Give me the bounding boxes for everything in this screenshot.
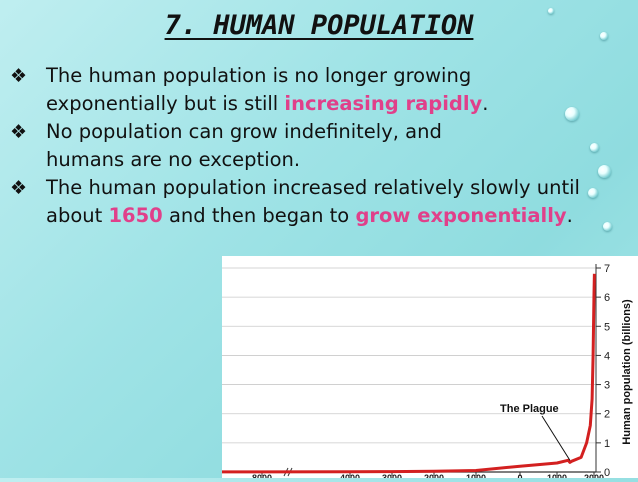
x-tick-label: 1000 <box>466 473 486 478</box>
y-tick-label: 5 <box>604 321 610 333</box>
bullet-text: No population can grow indefinitely, and… <box>46 120 442 171</box>
highlighted-text: increasing rapidly <box>284 92 483 115</box>
bullet-text: The human population is no longer growin… <box>46 64 472 115</box>
highlighted-text: grow exponentially <box>355 204 567 227</box>
bullet-text: The human population increased relativel… <box>46 176 580 227</box>
decorative-bubble <box>548 8 554 14</box>
population-curve <box>222 273 596 474</box>
bullet-item: ❖ The human population increased relative… <box>6 174 606 230</box>
slide-title: 7. HUMAN POPULATION <box>0 10 638 41</box>
bullet-text: . <box>566 204 573 227</box>
plague-annotation-pointer <box>541 415 571 461</box>
y-tick-label: 2 <box>604 409 610 421</box>
decorative-bubble <box>588 188 598 198</box>
x-tick-label: 8000 <box>252 473 272 478</box>
y-axis-label: Human population (billions) <box>621 299 633 445</box>
slide-title-text: 7. HUMAN POPULATION <box>164 10 474 41</box>
highlighted-text: 1650 <box>108 204 163 227</box>
bullet-item: ❖ The human population is no longer growi… <box>6 62 566 118</box>
x-tick-label: 4000 <box>340 473 360 478</box>
bullet-item: ❖ No population can grow indefinitely, an… <box>6 118 526 174</box>
y-tick-label: 3 <box>604 380 610 392</box>
x-tick-label: 3000 <box>382 473 402 478</box>
bullet-text: and then began to <box>162 204 356 227</box>
y-tick-label: 7 <box>604 263 610 275</box>
bullet-diamond-icon: ❖ <box>10 65 28 87</box>
x-tick-label: 0 <box>517 473 522 478</box>
decorative-bubble <box>603 222 612 231</box>
y-tick-label: 0 <box>604 467 610 478</box>
x-tick-label: 2000 <box>584 473 604 478</box>
decorative-bubble <box>600 32 608 40</box>
y-tick-label: 6 <box>604 292 610 304</box>
bullet-text: . <box>482 92 489 115</box>
bullet-list: ❖ The human population is no longer growi… <box>6 62 606 230</box>
plague-annotation: The Plague <box>500 403 559 415</box>
y-tick-label: 1 <box>604 438 610 450</box>
bullet-diamond-icon: ❖ <box>10 121 28 143</box>
decorative-bubble <box>565 107 579 121</box>
y-tick-label: 4 <box>604 350 610 362</box>
bullet-diamond-icon: ❖ <box>10 177 28 199</box>
decorative-bubble <box>590 143 599 152</box>
x-tick-label: 1000 <box>547 473 567 478</box>
x-tick-label: 2000 <box>424 473 444 478</box>
decorative-bubble <box>598 165 611 178</box>
